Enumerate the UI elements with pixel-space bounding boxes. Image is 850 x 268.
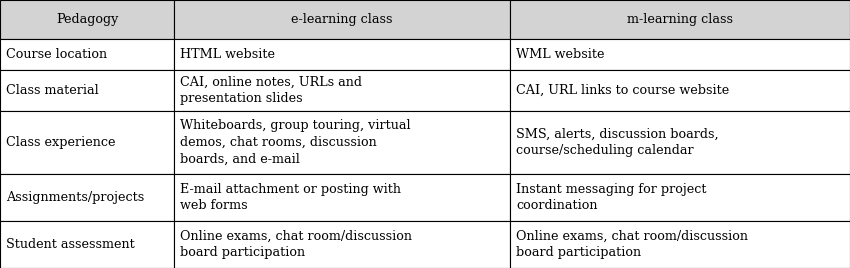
Text: Course location: Course location: [6, 48, 107, 61]
Bar: [0, 0, 174, 39]
Bar: [174, 221, 510, 268]
Bar: [0, 70, 174, 110]
Text: HTML website: HTML website: [180, 48, 275, 61]
Text: Whiteboards, group touring, virtual
demos, chat rooms, discussion
boards, and e-: Whiteboards, group touring, virtual demo…: [180, 119, 411, 165]
Bar: [0, 221, 174, 268]
Text: WML website: WML website: [516, 48, 604, 61]
Bar: [510, 110, 850, 174]
Text: CAI, online notes, URLs and
presentation slides: CAI, online notes, URLs and presentation…: [180, 75, 362, 105]
Text: Assignments/projects: Assignments/projects: [6, 191, 144, 204]
Text: Pedagogy: Pedagogy: [56, 13, 118, 26]
Bar: [510, 174, 850, 221]
Text: m-learning class: m-learning class: [627, 13, 733, 26]
Bar: [174, 39, 510, 70]
Text: Class experience: Class experience: [6, 136, 116, 149]
Text: E-mail attachment or posting with
web forms: E-mail attachment or posting with web fo…: [180, 183, 401, 212]
Text: CAI, URL links to course website: CAI, URL links to course website: [516, 84, 729, 96]
Text: SMS, alerts, discussion boards,
course/scheduling calendar: SMS, alerts, discussion boards, course/s…: [516, 128, 718, 157]
Text: Online exams, chat room/discussion
board participation: Online exams, chat room/discussion board…: [180, 230, 412, 259]
Text: Student assessment: Student assessment: [6, 238, 134, 251]
Bar: [510, 221, 850, 268]
Bar: [510, 70, 850, 110]
Bar: [0, 174, 174, 221]
Bar: [174, 110, 510, 174]
Bar: [174, 0, 510, 39]
Bar: [0, 39, 174, 70]
Bar: [174, 70, 510, 110]
Text: Class material: Class material: [6, 84, 99, 96]
Bar: [0, 110, 174, 174]
Bar: [510, 39, 850, 70]
Text: Online exams, chat room/discussion
board participation: Online exams, chat room/discussion board…: [516, 230, 748, 259]
Bar: [510, 0, 850, 39]
Text: Instant messaging for project
coordination: Instant messaging for project coordinati…: [516, 183, 706, 212]
Text: e-learning class: e-learning class: [292, 13, 393, 26]
Bar: [174, 174, 510, 221]
